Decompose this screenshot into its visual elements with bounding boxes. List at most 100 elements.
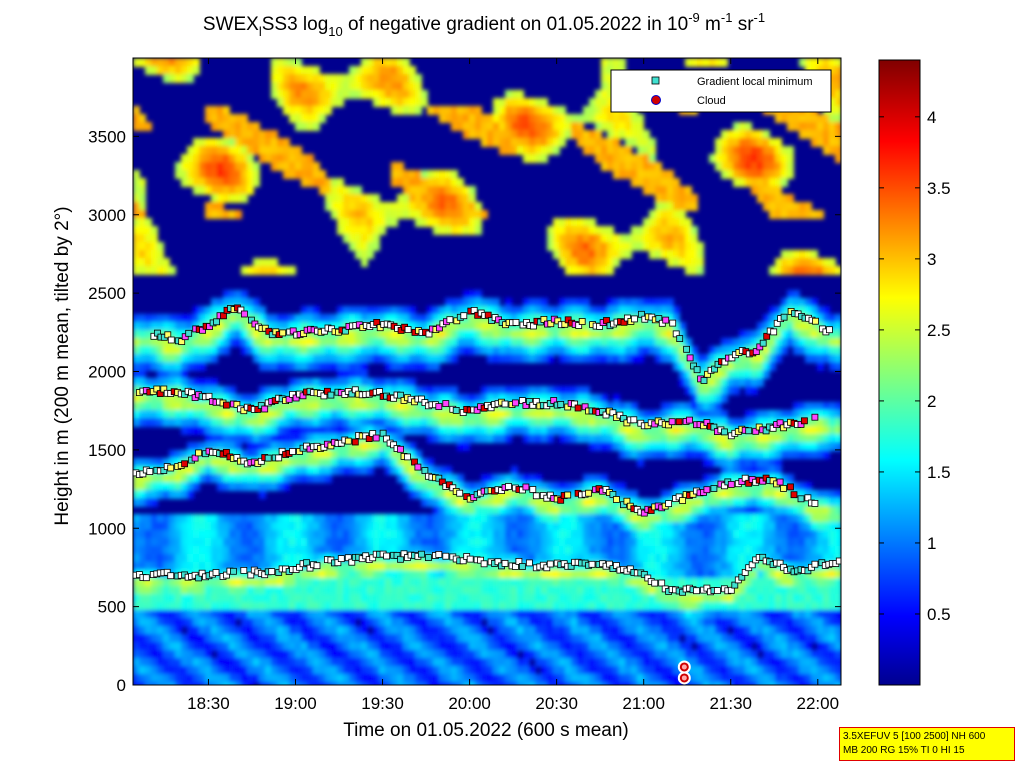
heatmap-cell <box>217 202 224 211</box>
heatmap-cell <box>325 674 332 683</box>
heatmap-cell <box>649 658 656 667</box>
heatmap-cell <box>601 650 608 659</box>
heatmap-cell <box>481 514 488 523</box>
heatmap-cell <box>331 610 338 619</box>
heatmap-cell <box>319 98 326 107</box>
heatmap-cell <box>157 66 164 75</box>
heatmap-cell <box>319 658 326 667</box>
heatmap-cell <box>391 458 398 467</box>
heatmap-cell <box>253 522 260 531</box>
heatmap-cell <box>259 330 266 339</box>
heatmap-cell <box>175 530 182 539</box>
heatmap-cell <box>139 186 146 195</box>
heatmap-cell <box>409 586 416 595</box>
heatmap-cell <box>343 426 350 435</box>
heatmap-cell <box>691 626 698 635</box>
heatmap-cell <box>679 354 686 363</box>
heatmap-cell <box>229 634 236 643</box>
heatmap-cell <box>427 458 434 467</box>
heatmap-cell <box>469 346 476 355</box>
heatmap-cell <box>541 498 548 507</box>
heatmap-cell <box>619 426 626 435</box>
heatmap-cell <box>697 594 704 603</box>
heatmap-cell <box>679 234 686 243</box>
heatmap-cell <box>637 554 644 563</box>
heatmap-cell <box>481 138 488 147</box>
heatmap-cell <box>277 314 284 323</box>
heatmap-cell <box>439 514 446 523</box>
heatmap-cell <box>343 306 350 315</box>
heatmap-cell <box>439 522 446 531</box>
heatmap-cell <box>499 130 506 139</box>
heatmap-cell <box>607 506 614 515</box>
heatmap-cell <box>277 442 284 451</box>
heatmap-cell <box>583 482 590 491</box>
heatmap-cell <box>595 394 602 403</box>
heatmap-cell <box>475 514 482 523</box>
heatmap-cell <box>241 562 248 571</box>
heatmap-cell <box>139 586 146 595</box>
heatmap-cell <box>241 658 248 667</box>
heatmap-cell <box>535 570 542 579</box>
heatmap-cell <box>577 242 584 251</box>
heatmap-cell <box>637 626 644 635</box>
heatmap-cell <box>403 210 410 219</box>
heatmap-cell <box>451 522 458 531</box>
heatmap-cell <box>493 626 500 635</box>
heatmap-cell <box>595 642 602 651</box>
heatmap-cell <box>151 266 158 275</box>
heatmap-cell <box>445 522 452 531</box>
heatmap-cell <box>175 66 182 75</box>
heatmap-cell <box>265 410 272 419</box>
heatmap-cell <box>229 162 236 171</box>
heatmap-cell <box>643 162 650 171</box>
heatmap-cell <box>199 138 206 147</box>
heatmap-cell <box>601 642 608 651</box>
heatmap-cell <box>511 306 518 315</box>
heatmap-cell <box>301 434 308 443</box>
heatmap-cell <box>625 450 632 459</box>
heatmap-cell <box>139 650 146 659</box>
heatmap-cell <box>163 674 170 683</box>
heatmap-cell <box>211 306 218 315</box>
heatmap-cell <box>397 458 404 467</box>
heatmap-cell <box>373 242 380 251</box>
heatmap-cell <box>589 642 596 651</box>
heatmap-cell <box>199 162 206 171</box>
heatmap-cell <box>559 250 566 259</box>
heatmap-cell <box>439 650 446 659</box>
heatmap-cell <box>139 538 146 547</box>
heatmap-cell <box>283 162 290 171</box>
heatmap-cell <box>289 170 296 179</box>
heatmap-cell <box>637 298 644 307</box>
heatmap-cell <box>229 130 236 139</box>
heatmap-cell <box>169 530 176 539</box>
heatmap-cell <box>649 618 656 627</box>
heatmap-cell <box>421 602 428 611</box>
heatmap-cell <box>289 674 296 683</box>
heatmap-cell <box>523 674 530 683</box>
heatmap-cell <box>523 322 530 331</box>
heatmap-cell <box>661 354 668 363</box>
heatmap-cell <box>691 602 698 611</box>
heatmap-cell <box>505 138 512 147</box>
heatmap-cell <box>397 474 404 483</box>
heatmap-cell <box>577 506 584 515</box>
heatmap-cell <box>445 578 452 587</box>
heatmap-cell <box>145 402 152 411</box>
heatmap-cell <box>529 354 536 363</box>
heatmap-cell <box>607 618 614 627</box>
heatmap-cell <box>235 442 242 451</box>
heatmap-cell <box>427 434 434 443</box>
heatmap-cell <box>415 450 422 459</box>
heatmap-cell <box>343 442 350 451</box>
heatmap-cell <box>457 418 464 427</box>
heatmap-cell <box>607 586 614 595</box>
heatmap-cell <box>361 74 368 83</box>
heatmap-cell <box>187 538 194 547</box>
heatmap-cell <box>547 226 554 235</box>
heatmap-cell <box>667 194 674 203</box>
heatmap-cell <box>589 658 596 667</box>
heatmap-cell <box>697 658 704 667</box>
heatmap-cell <box>631 242 638 251</box>
